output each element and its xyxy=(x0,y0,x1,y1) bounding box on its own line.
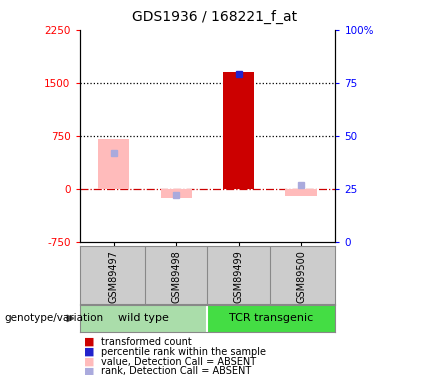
Bar xyxy=(208,305,335,332)
Text: transformed count: transformed count xyxy=(101,337,192,347)
Text: GDS1936 / 168221_f_at: GDS1936 / 168221_f_at xyxy=(132,9,298,24)
Text: GSM89500: GSM89500 xyxy=(296,250,306,303)
Bar xyxy=(98,140,129,189)
Text: ■: ■ xyxy=(84,357,94,366)
Bar xyxy=(161,189,192,198)
Bar xyxy=(223,72,254,189)
Text: ■: ■ xyxy=(84,347,94,357)
Text: ■: ■ xyxy=(84,366,94,375)
Text: genotype/variation: genotype/variation xyxy=(4,314,104,323)
Text: rank, Detection Call = ABSENT: rank, Detection Call = ABSENT xyxy=(101,366,251,375)
Bar xyxy=(80,305,208,332)
Text: GSM89499: GSM89499 xyxy=(233,250,244,303)
Text: value, Detection Call = ABSENT: value, Detection Call = ABSENT xyxy=(101,357,256,366)
Bar xyxy=(286,189,316,196)
Text: GSM89498: GSM89498 xyxy=(171,250,181,303)
Text: wild type: wild type xyxy=(118,314,169,323)
Text: ■: ■ xyxy=(84,337,94,347)
Text: TCR transgenic: TCR transgenic xyxy=(229,314,313,323)
Text: percentile rank within the sample: percentile rank within the sample xyxy=(101,347,266,357)
Text: GSM89497: GSM89497 xyxy=(109,250,119,303)
